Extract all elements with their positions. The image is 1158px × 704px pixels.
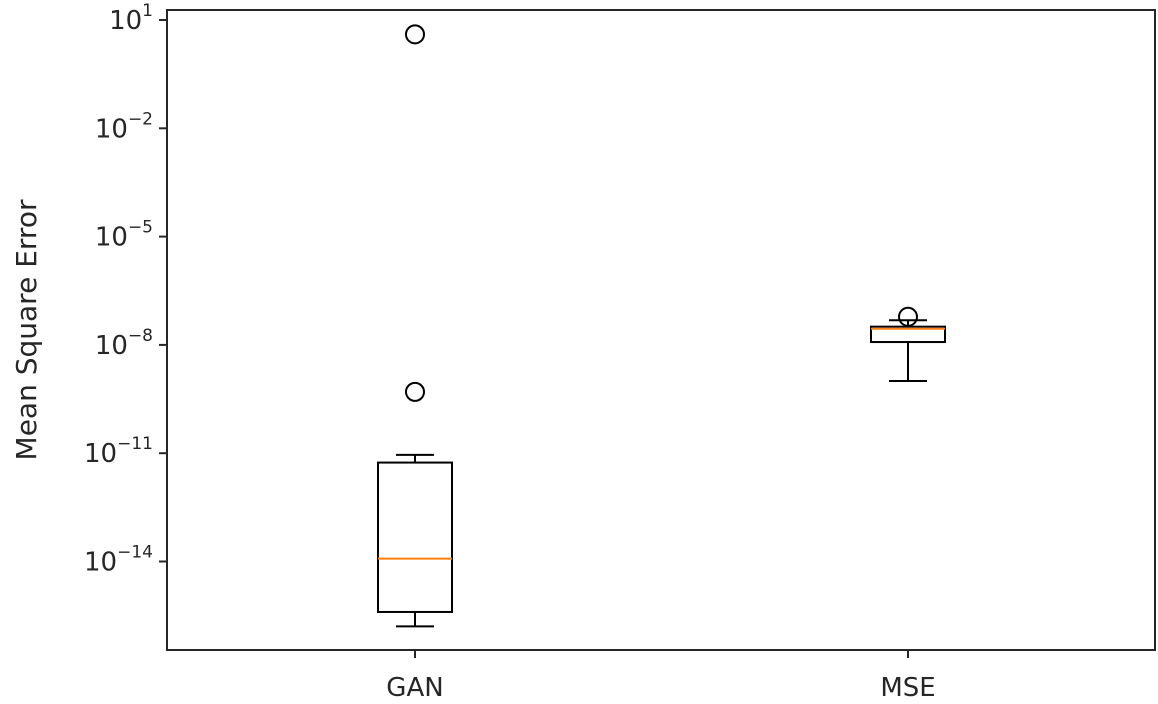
y-tick-label: 101	[109, 1, 153, 36]
y-tick-label: 10−5	[95, 218, 153, 253]
y-tick-label: 10−14	[84, 543, 153, 578]
y-tick-label: 10−8	[95, 326, 153, 361]
axes-frame	[166, 9, 1156, 651]
box	[377, 461, 453, 613]
y-tick-label: 10−2	[95, 109, 153, 144]
y-axis-label: Mean Square Error	[10, 199, 43, 460]
plot-area	[377, 24, 946, 628]
tick-layer: 101 10−2 10−5 10−8 10−11 10−14 GAN MSE	[84, 1, 936, 703]
x-tick-label: MSE	[880, 673, 935, 703]
outlier-point	[405, 24, 425, 45]
x-tick-label: GAN	[386, 673, 443, 703]
y-tick-label: 10−11	[84, 434, 153, 469]
outlier-point	[405, 381, 425, 402]
outlier-point	[898, 306, 918, 327]
